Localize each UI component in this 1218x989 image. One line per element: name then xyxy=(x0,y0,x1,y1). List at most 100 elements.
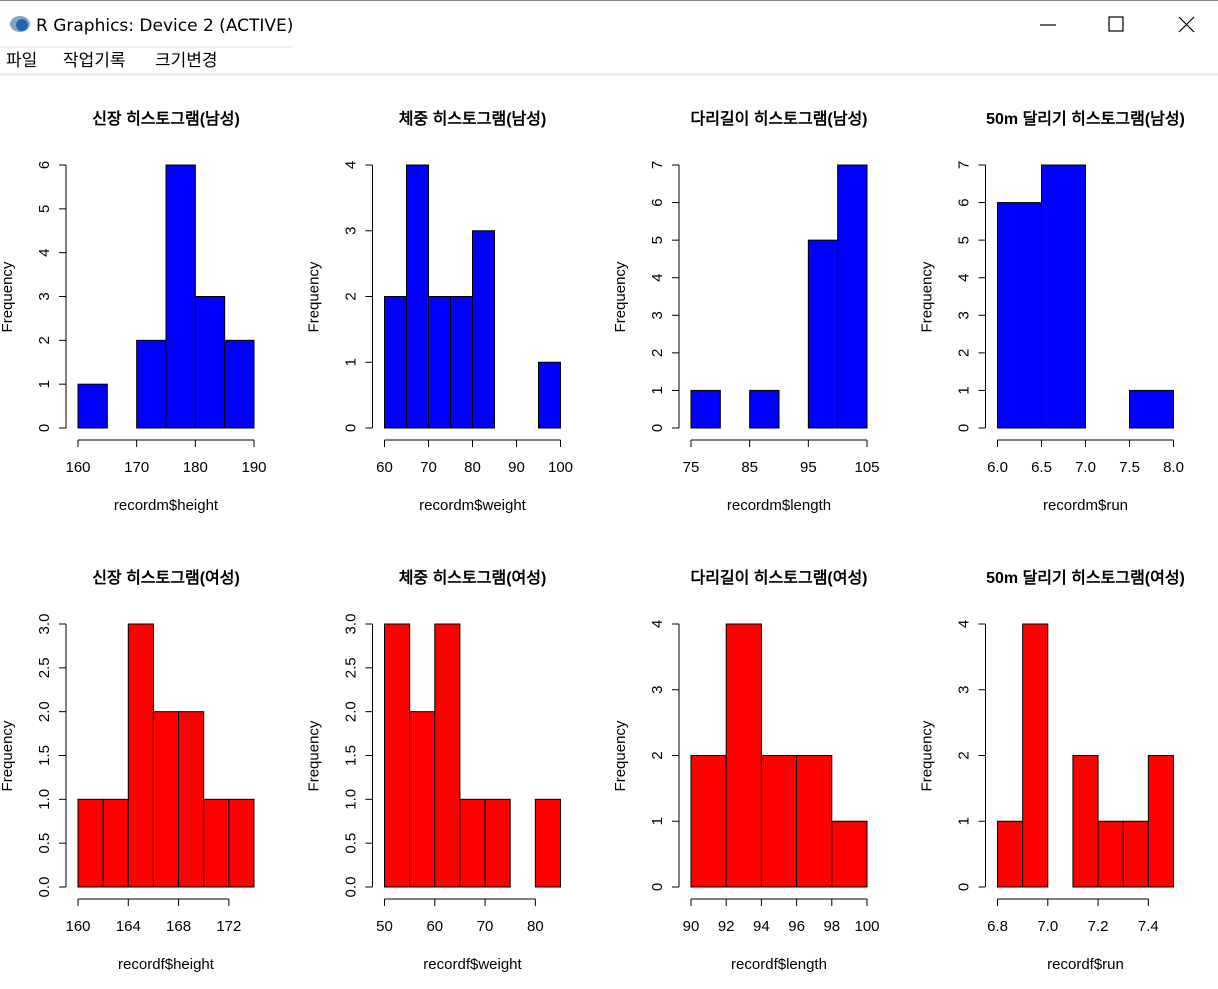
x-tick-label: 75 xyxy=(683,459,700,476)
histogram-bar xyxy=(796,755,833,888)
x-tick-label: 100 xyxy=(854,918,879,935)
y-axis-label: Frequency xyxy=(918,720,935,791)
x-tick-label: 160 xyxy=(65,918,90,935)
x-tick-label: 180 xyxy=(183,459,208,476)
histogram-bar xyxy=(997,820,1024,888)
x-tick-label: 96 xyxy=(788,918,805,935)
y-tick-label: 0.0 xyxy=(36,877,53,898)
y-tick-label: 0 xyxy=(955,424,972,432)
menu-item[interactable]: 크기변경 xyxy=(155,51,218,71)
histogram-bar xyxy=(459,798,486,888)
x-tick-label: 100 xyxy=(548,459,573,476)
histogram-bar xyxy=(534,798,561,888)
y-tick-label: 2.5 xyxy=(36,657,53,678)
y-tick-label: 3 xyxy=(955,686,972,694)
x-axis-label: recordf$length xyxy=(731,956,827,973)
y-tick-label: 3 xyxy=(36,292,53,300)
y-tick-label: 2 xyxy=(36,336,53,344)
x-axis-label: recordm$length xyxy=(727,497,831,514)
chart-title: 다리길이 히스토그램(남성) xyxy=(690,109,867,128)
x-tick-label: 7.2 xyxy=(1088,918,1109,935)
x-tick-label: 94 xyxy=(753,918,770,935)
y-tick-label: 1 xyxy=(649,817,666,825)
histogram-bar xyxy=(127,623,154,888)
close-button[interactable] xyxy=(1178,16,1195,33)
y-tick-label: 1 xyxy=(36,380,53,388)
x-tick-label: 60 xyxy=(426,918,443,935)
histogram-bar xyxy=(152,711,180,888)
histogram-bar xyxy=(807,239,839,429)
y-tick-label: 4 xyxy=(955,620,972,628)
y-tick-label: 2 xyxy=(649,751,666,759)
y-tick-label: 2.5 xyxy=(342,657,359,678)
x-tick-label: 6.8 xyxy=(987,918,1008,935)
x-tick-label: 8.0 xyxy=(1163,459,1184,476)
y-tick-label: 1.0 xyxy=(36,789,53,810)
x-tick-label: 70 xyxy=(477,918,494,935)
y-axis-label: Frequency xyxy=(305,720,322,791)
chart-title: 신장 히스토그램(남성) xyxy=(92,109,240,128)
x-tick-label: 6.0 xyxy=(987,459,1008,476)
y-tick-label: 5 xyxy=(649,236,666,244)
x-tick-label: 92 xyxy=(718,918,735,935)
y-tick-label: 0 xyxy=(342,424,359,432)
y-tick-label: 3 xyxy=(649,686,666,694)
x-tick-label: 160 xyxy=(65,459,90,476)
x-tick-label: 168 xyxy=(166,918,191,935)
chart-title: 50m 달리기 히스토그램(여성) xyxy=(986,568,1185,587)
histogram-bar xyxy=(831,820,868,888)
histogram-bar xyxy=(203,798,230,888)
menu-item[interactable]: 파일 xyxy=(6,51,37,71)
histogram-bar xyxy=(690,389,721,429)
y-tick-label: 2 xyxy=(342,292,359,300)
x-axis-label: recordm$height xyxy=(114,497,219,514)
y-tick-label: 7 xyxy=(649,161,666,169)
x-tick-label: 6.5 xyxy=(1031,459,1052,476)
histogram-bar xyxy=(77,798,104,888)
x-axis-label: recordm$weight xyxy=(419,497,527,514)
histogram-bar xyxy=(228,798,255,888)
x-tick-label: 105 xyxy=(854,459,879,476)
histogram-bar xyxy=(997,202,1042,429)
x-tick-label: 85 xyxy=(741,459,758,476)
y-tick-label: 3 xyxy=(342,227,359,235)
y-tick-label: 4 xyxy=(955,274,972,282)
histogram-bar xyxy=(1147,755,1175,888)
histogram-bar xyxy=(725,623,762,888)
y-axis-label: Frequency xyxy=(612,720,629,791)
x-axis-label: recordf$weight xyxy=(423,956,522,973)
y-tick-label: 0 xyxy=(955,883,972,891)
y-tick-label: 2.0 xyxy=(36,701,53,722)
y-axis-label: Frequency xyxy=(0,720,16,791)
y-tick-label: 2 xyxy=(955,349,972,357)
x-tick-label: 80 xyxy=(464,459,481,476)
y-tick-label: 1 xyxy=(955,386,972,394)
x-tick-label: 172 xyxy=(216,918,241,935)
y-tick-label: 3 xyxy=(955,311,972,319)
histogram-bar xyxy=(1041,164,1086,429)
y-tick-label: 4 xyxy=(649,620,666,628)
x-tick-label: 7.0 xyxy=(1075,459,1096,476)
y-tick-label: 0.5 xyxy=(36,833,53,854)
y-tick-label: 1 xyxy=(955,817,972,825)
maximize-button[interactable] xyxy=(1108,16,1124,32)
histogram-bar xyxy=(406,164,429,429)
y-tick-label: 3.0 xyxy=(342,614,359,635)
y-tick-label: 0.0 xyxy=(342,877,359,898)
histogram-bar xyxy=(450,296,473,429)
chart-title: 50m 달리기 히스토그램(남성) xyxy=(986,109,1185,128)
r-icon-inner xyxy=(16,19,28,31)
histogram-bar xyxy=(690,755,727,888)
y-axis-label: Frequency xyxy=(305,261,322,332)
y-tick-label: 7 xyxy=(955,161,972,169)
menu-item[interactable]: 작업기록 xyxy=(63,51,126,71)
histogram-bar xyxy=(77,383,108,429)
y-tick-label: 0 xyxy=(36,424,53,432)
y-axis-label: Frequency xyxy=(612,261,629,332)
histogram-bar xyxy=(1022,623,1049,888)
y-tick-label: 6 xyxy=(649,198,666,206)
y-tick-label: 2.0 xyxy=(342,701,359,722)
y-tick-label: 3.0 xyxy=(36,614,53,635)
chart-title: 체중 히스토그램(남성) xyxy=(399,109,547,128)
histogram-bar xyxy=(837,164,868,429)
